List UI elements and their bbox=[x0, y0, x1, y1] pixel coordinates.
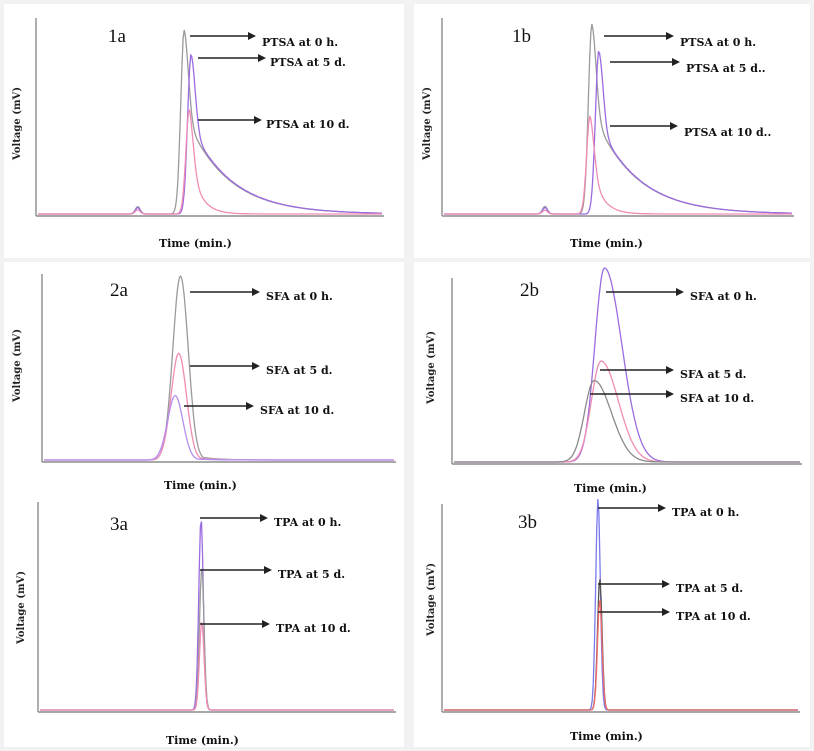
series-line-2b-2 bbox=[454, 379, 800, 463]
plot-area-1b bbox=[441, 18, 794, 217]
annotation-arrowhead-1a-2 bbox=[254, 116, 262, 124]
annotation-3b-0: TPA at 0 h. bbox=[672, 506, 740, 519]
series-line-3b-2 bbox=[444, 600, 798, 711]
panel-label-2a: 2a bbox=[110, 280, 128, 301]
chart-panel-2a: 2a Voltage (mV) Time (min.) SFA at 0 h. … bbox=[4, 262, 404, 494]
panel-label-1a: 1a bbox=[108, 26, 126, 47]
panel-label-2b: 2b bbox=[520, 280, 539, 301]
annotation-arrowhead-1a-0 bbox=[248, 32, 256, 40]
annotation-1a-1: PTSA at 5 d. bbox=[270, 56, 346, 69]
plot-area-2b bbox=[451, 267, 802, 465]
annotation-arrowhead-3a-0 bbox=[260, 514, 268, 522]
annotation-2a-1: SFA at 5 d. bbox=[266, 364, 333, 377]
annotation-2b-1: SFA at 5 d. bbox=[680, 368, 747, 381]
series-line-3a-1 bbox=[40, 568, 394, 711]
x-axis-label-3b: Time (min.) bbox=[570, 730, 643, 743]
annotation-arrowhead-1b-1 bbox=[672, 58, 680, 66]
annotation-arrowhead-2b-0 bbox=[676, 288, 684, 296]
annotation-arrowhead-3b-2 bbox=[662, 608, 670, 616]
annotation-2a-0: SFA at 0 h. bbox=[266, 290, 333, 303]
y-axis-label-2a: Voltage (mV) bbox=[12, 328, 23, 402]
panel-label-3b: 3b bbox=[518, 512, 537, 533]
chart-panel-1a: 1a Voltage (mV) Time (min.) PTSA at 0 h.… bbox=[4, 4, 404, 258]
x-axis-label-1b: Time (min.) bbox=[570, 237, 643, 250]
series-line-1b-0 bbox=[444, 23, 792, 215]
chart-panel-2b: 2b Voltage (mV) Time (min.) SFA at 0 h. … bbox=[414, 262, 810, 495]
y-axis-label-3a: Voltage (mV) bbox=[16, 570, 27, 644]
annotation-arrowhead-1a-1 bbox=[258, 54, 266, 62]
series-line-2a-0 bbox=[44, 274, 394, 461]
annotation-1a-2: PTSA at 10 d. bbox=[266, 118, 350, 131]
series-line-3b-1 bbox=[444, 579, 798, 711]
annotation-3a-0: TPA at 0 h. bbox=[274, 516, 342, 529]
y-axis-label-1b: Voltage (mV) bbox=[422, 86, 433, 160]
annotation-arrowhead-2a-2 bbox=[246, 402, 254, 410]
annotation-1a-0: PTSA at 0 h. bbox=[262, 36, 339, 49]
x-axis-label-2a: Time (min.) bbox=[164, 479, 237, 492]
series-line-2a-2 bbox=[44, 394, 394, 461]
series-line-1a-2 bbox=[38, 108, 382, 215]
annotation-arrowhead-2b-1 bbox=[666, 366, 674, 374]
series-line-3b-0 bbox=[444, 498, 798, 711]
plot-area-1a bbox=[35, 18, 384, 217]
series-line-1b-2 bbox=[444, 115, 792, 215]
panel-label-1b: 1b bbox=[512, 26, 531, 47]
annotation-arrowhead-3b-0 bbox=[658, 504, 666, 512]
chart-panel-3b: 3b Voltage (mV) Time (min.) TPA at 0 h. … bbox=[414, 494, 810, 747]
annotation-1b-1: PTSA at 5 d.. bbox=[686, 62, 766, 75]
annotation-arrowhead-2b-2 bbox=[666, 390, 674, 398]
annotation-arrowhead-1b-2 bbox=[670, 122, 678, 130]
annotation-3b-2: TPA at 10 d. bbox=[676, 610, 751, 623]
series-line-3a-2 bbox=[40, 622, 394, 711]
annotation-1b-0: PTSA at 0 h. bbox=[680, 36, 757, 49]
y-axis-label-3b: Voltage (mV) bbox=[426, 562, 437, 636]
x-axis-label-1a: Time (min.) bbox=[159, 237, 232, 250]
annotation-arrowhead-2a-1 bbox=[252, 362, 260, 370]
chart-panel-3a: 3a Voltage (mV) Time (min.) TPA at 0 h. … bbox=[4, 494, 404, 747]
plot-area-2a bbox=[41, 274, 396, 463]
annotation-arrowhead-2a-0 bbox=[252, 288, 260, 296]
annotation-3a-1: TPA at 5 d. bbox=[278, 568, 346, 581]
y-axis-label-2b: Voltage (mV) bbox=[426, 330, 437, 404]
panel-label-3a: 3a bbox=[110, 514, 128, 535]
annotation-2b-2: SFA at 10 d. bbox=[680, 392, 755, 405]
annotation-3a-2: TPA at 10 d. bbox=[276, 622, 351, 635]
annotation-1b-2: PTSA at 10 d.. bbox=[684, 126, 772, 139]
series-line-3a-0 bbox=[40, 521, 394, 711]
annotation-2a-2: SFA at 10 d. bbox=[260, 404, 335, 417]
plot-area-3b bbox=[441, 498, 800, 713]
annotation-arrowhead-3a-2 bbox=[262, 620, 270, 628]
annotation-arrowhead-3a-1 bbox=[264, 566, 272, 574]
annotation-arrowhead-3b-1 bbox=[662, 580, 670, 588]
annotation-3b-1: TPA at 5 d. bbox=[676, 582, 744, 595]
annotation-2b-0: SFA at 0 h. bbox=[690, 290, 757, 303]
x-axis-label-3a: Time (min.) bbox=[166, 734, 239, 747]
plot-area-3a bbox=[37, 502, 396, 713]
annotation-arrowhead-1b-0 bbox=[666, 32, 674, 40]
chart-panel-1b: 1b Voltage (mV) Time (min.) PTSA at 0 h.… bbox=[414, 4, 810, 258]
y-axis-label-1a: Voltage (mV) bbox=[12, 86, 23, 160]
x-axis-label-2b: Time (min.) bbox=[574, 482, 647, 495]
series-line-1a-1 bbox=[38, 53, 382, 215]
